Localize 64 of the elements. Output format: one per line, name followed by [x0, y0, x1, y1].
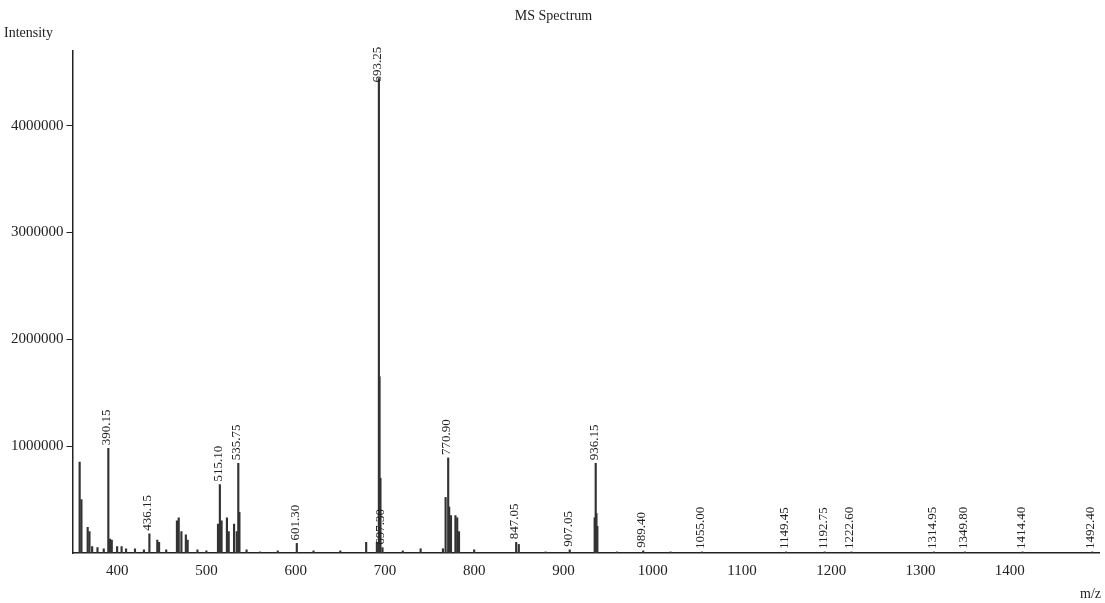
x-tick-label: 700 — [373, 561, 397, 578]
bar — [116, 546, 119, 553]
bar — [232, 523, 236, 553]
x-axis-title: m/z — [1080, 585, 1101, 601]
bar — [120, 546, 123, 553]
bar — [184, 534, 187, 553]
y-tick-label: 1000000 — [11, 437, 64, 454]
annotation: 1192.75 — [814, 507, 830, 549]
bar — [88, 531, 91, 553]
x-tick-label: 900 — [552, 561, 575, 578]
bar — [515, 541, 518, 553]
bar — [568, 549, 571, 553]
x-tick-label: 400 — [105, 561, 129, 578]
y-tick-label: 4000000 — [11, 116, 64, 133]
bar — [312, 550, 315, 553]
x-tick-label: 1200 — [816, 561, 847, 578]
x-tick-label: 1000 — [637, 561, 668, 578]
annotation: 770.90 — [438, 419, 454, 455]
annotation: 1414.40 — [1012, 506, 1028, 549]
annotation: 936.15 — [585, 424, 601, 461]
x-tick-label: 800 — [462, 561, 486, 578]
annotation: 1055.00 — [691, 506, 707, 549]
bar — [419, 548, 422, 553]
x-tick-label: 1100 — [727, 561, 757, 578]
annotation: 535.75 — [228, 424, 244, 461]
annotation: 693.25 — [368, 46, 384, 83]
bar — [133, 548, 137, 553]
annotation: 1149.45 — [776, 507, 792, 549]
annotation: 847.05 — [506, 503, 522, 540]
y-axis-title: Intensity — [4, 25, 53, 41]
bar — [124, 548, 128, 553]
annotation: 601.30 — [286, 504, 302, 541]
bar — [96, 547, 99, 553]
annotation: 1314.95 — [923, 506, 939, 549]
annotation: 515.10 — [209, 445, 225, 482]
bar — [245, 549, 248, 553]
bar — [473, 549, 476, 553]
bar — [102, 548, 105, 553]
bar — [177, 517, 180, 553]
x-tick-label: 1300 — [905, 561, 936, 578]
bar — [186, 539, 189, 553]
y-tick-label: 2000000 — [11, 330, 64, 347]
annotation: 907.05 — [559, 511, 575, 547]
x-tick-label: 600 — [284, 561, 307, 578]
chart-title: MS Spectrum — [514, 8, 593, 24]
annotation: 1492.40 — [1082, 506, 1098, 549]
annotation: 989.40 — [633, 512, 649, 548]
bar — [295, 543, 298, 553]
bar — [517, 544, 520, 553]
annotation: 436.15 — [139, 495, 155, 531]
bar — [175, 520, 179, 553]
bar — [142, 549, 145, 553]
bar — [365, 541, 368, 553]
bar — [165, 549, 168, 553]
x-tick-label: 1400 — [994, 561, 1025, 578]
bar — [148, 533, 151, 553]
bar — [107, 447, 110, 553]
y-tick-label: 3000000 — [11, 223, 64, 240]
bar — [196, 549, 199, 553]
x-tick-label: 500 — [195, 561, 218, 578]
annotation: 390.15 — [98, 409, 114, 446]
annotation: 1349.80 — [954, 506, 970, 549]
annotation: 1222.60 — [841, 506, 857, 549]
bar — [225, 517, 228, 553]
